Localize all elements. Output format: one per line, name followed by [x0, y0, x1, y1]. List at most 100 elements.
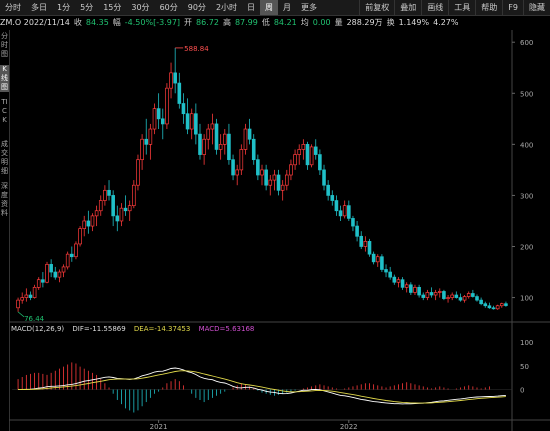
- candle-body: [214, 123, 219, 150]
- period-8[interactable]: 2小时: [215, 3, 238, 12]
- period-10[interactable]: 周: [260, 0, 279, 15]
- avg-value: 0.00: [312, 18, 331, 27]
- candle-body: [78, 228, 82, 245]
- candle-body: [421, 294, 426, 298]
- period-5[interactable]: 30分: [131, 3, 150, 12]
- candle-body: [301, 144, 306, 150]
- candle-body: [103, 189, 107, 201]
- candle-body: [49, 264, 53, 273]
- candle-body: [276, 174, 281, 191]
- candle-body: [413, 287, 417, 293]
- candle-body: [90, 215, 95, 227]
- candle-body: [222, 133, 227, 145]
- candle-body: [313, 146, 318, 155]
- candle-body: [123, 207, 128, 212]
- candle-body: [181, 103, 186, 115]
- candle-body: [471, 293, 475, 297]
- period-12[interactable]: 更多: [301, 3, 318, 12]
- candle-body: [359, 235, 364, 247]
- candle-body: [61, 266, 66, 273]
- period-toolbar: 分时 多日 1分 5分 15分 30分 60分 90分 2小时日周月更多 前复权 叠加 画线 工具 帮助 F…: [0, 0, 550, 16]
- candle-body: [442, 291, 446, 299]
- amount-value: 288.29万: [346, 18, 383, 27]
- candle-body: [185, 113, 190, 130]
- candle-body: [65, 253, 70, 268]
- candle-body: [160, 118, 165, 125]
- price-tick-label: 100: [520, 295, 533, 303]
- candle-body: [98, 200, 103, 212]
- candle-body: [404, 284, 409, 288]
- candle-body: [86, 220, 91, 227]
- candle-body: [243, 128, 248, 150]
- sidebar-item-3[interactable]: 成交明细: [1, 140, 8, 175]
- candle-body: [119, 207, 124, 222]
- candle-body: [433, 292, 438, 296]
- period-7[interactable]: 90分: [187, 3, 206, 12]
- period-2[interactable]: 1分: [57, 3, 71, 12]
- macd-title: MACD(12,26,9): [11, 325, 65, 333]
- candle-body: [247, 128, 252, 140]
- macd-tick-label: 100: [520, 339, 533, 347]
- candle-body: [330, 195, 335, 201]
- candle-body: [165, 87, 169, 125]
- candle-body: [24, 294, 29, 298]
- sidebar-item-2[interactable]: TICK: [1, 98, 8, 124]
- candle-body: [396, 279, 401, 283]
- period-4[interactable]: 15分: [103, 3, 122, 12]
- candle-body: [239, 149, 244, 171]
- candle-body: [177, 82, 182, 104]
- low-annotation: 76.44: [24, 315, 45, 323]
- macd-value: MACD=5.63168: [198, 325, 255, 333]
- candle-body: [326, 184, 330, 196]
- candle-body: [375, 256, 380, 263]
- candle-body: [500, 303, 504, 307]
- candle-body: [70, 253, 74, 258]
- candle-body: [338, 210, 343, 217]
- candle-body: [392, 276, 397, 283]
- toolbar-right-2[interactable]: 画线: [421, 0, 448, 15]
- toolbar-right-0[interactable]: 前复权: [359, 0, 394, 15]
- candle-body: [425, 292, 430, 298]
- toolbar-right-4[interactable]: 帮助: [475, 0, 502, 15]
- candle-body: [140, 138, 144, 161]
- price-tick-label: 300: [520, 192, 533, 200]
- dea-line: [18, 370, 506, 404]
- sidebar-item-0[interactable]: 分时图: [1, 32, 8, 58]
- candle-body: [20, 297, 24, 301]
- candle-body: [152, 108, 157, 130]
- candle-body: [45, 264, 49, 283]
- candle-body: [297, 149, 302, 155]
- candle-body: [466, 293, 471, 297]
- period-9[interactable]: 日: [247, 3, 256, 12]
- period-1[interactable]: 多日: [31, 3, 47, 12]
- toolbar-right-1[interactable]: 叠加: [394, 0, 421, 15]
- candle-body: [305, 144, 310, 166]
- candle-body: [334, 200, 339, 212]
- turnover-value: 1.149%: [398, 18, 430, 27]
- candle-body: [367, 241, 372, 255]
- candle-body: [409, 284, 413, 293]
- toolbar-right-5[interactable]: F9: [502, 0, 523, 15]
- candle-body: [351, 218, 355, 227]
- toolbar-right-6[interactable]: 隐藏: [523, 0, 550, 15]
- candle-body: [132, 184, 136, 206]
- candle-body: [189, 113, 194, 130]
- candle-body: [74, 243, 78, 258]
- sidebar-item-1[interactable]: K线图: [0, 65, 9, 92]
- candle-body: [36, 279, 41, 288]
- toolbar-right-3[interactable]: 工具: [448, 0, 475, 15]
- candle-body: [115, 215, 120, 222]
- candle-body: [289, 164, 293, 176]
- period-6[interactable]: 60分: [159, 3, 178, 12]
- period-3[interactable]: 5分: [80, 3, 94, 12]
- period-0[interactable]: 分时: [5, 3, 21, 12]
- candle-body: [218, 144, 223, 150]
- period-11[interactable]: 月: [283, 3, 292, 12]
- candle-body: [28, 294, 33, 298]
- low-value: 84.21: [273, 18, 297, 27]
- sidebar-item-4[interactable]: 深度资料: [1, 182, 8, 217]
- candle-body: [309, 146, 314, 166]
- candle-body: [136, 159, 140, 186]
